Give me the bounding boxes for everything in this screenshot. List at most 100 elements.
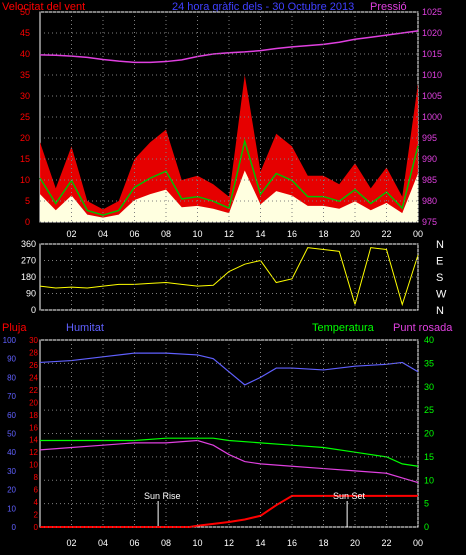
time-tick-label: 20	[350, 538, 360, 548]
humidity-tick-label: 60	[7, 411, 16, 420]
pressure-tick-label: 1020	[422, 28, 442, 38]
wind-lull-area	[40, 170, 418, 222]
time-tick-label: 18	[318, 229, 328, 239]
humidity-tick-label: 40	[7, 448, 16, 457]
wind-tick-label: 35	[20, 70, 30, 80]
time-tick-label: 04	[98, 229, 108, 239]
time-tick-label: 12	[224, 538, 234, 548]
compass-label: N	[436, 305, 444, 317]
time-tick-label: 12	[224, 229, 234, 239]
rain-tick-label: 2	[34, 511, 39, 520]
temperature-label: Temperatura	[312, 322, 375, 334]
time-tick-label: 16	[287, 538, 297, 548]
rain-line	[40, 494, 418, 528]
pressure-tick-label: 1010	[422, 70, 442, 80]
rain-tick-label: 30	[29, 336, 38, 345]
wind-tick-label: 0	[25, 217, 30, 227]
pressure-tick-label: 990	[422, 154, 437, 164]
pressure-tick-label: 1015	[422, 49, 442, 59]
wind-tick-label: 10	[20, 175, 30, 185]
time-tick-label: 22	[381, 229, 391, 239]
time-tick-label: 06	[129, 538, 139, 548]
time-tick-label: 00	[413, 229, 423, 239]
pressure-tick-label: 995	[422, 133, 437, 143]
chart-title: 24 hora gràfic dels - 30 Octubre 2013	[172, 1, 354, 13]
rain-tick-label: 8	[34, 473, 39, 482]
temperature-tick-label: 10	[424, 475, 434, 485]
pressure-tick-label: 1000	[422, 112, 442, 122]
rain-tick-label: 16	[29, 423, 38, 432]
wind-tick-label: 25	[20, 112, 30, 122]
humidity-tick-label: 90	[7, 355, 16, 364]
rain-tick-label: 24	[29, 373, 38, 382]
time-tick-label: 08	[161, 538, 171, 548]
direction-tick-label: 90	[26, 289, 36, 299]
wind-speed-area	[40, 75, 418, 222]
humidity-label: Humitat	[66, 322, 104, 334]
time-tick-label: 06	[129, 229, 139, 239]
humidity-tick-label: 70	[7, 392, 16, 401]
temperature-tick-label: 15	[424, 452, 434, 462]
wind-tick-label: 15	[20, 154, 30, 164]
rain-tick-label: 22	[29, 386, 38, 395]
direction-tick-label: 180	[21, 272, 36, 282]
time-tick-label: 14	[255, 538, 265, 548]
temperature-tick-label: 25	[424, 405, 434, 415]
time-tick-label: 02	[66, 538, 76, 548]
rain-tick-label: 0	[34, 523, 39, 532]
time-tick-label: 20	[350, 229, 360, 239]
compass-label: W	[436, 289, 447, 301]
rain-tick-label: 4	[34, 498, 39, 507]
wind-tick-label: 30	[20, 91, 30, 101]
wind-tick-label: 50	[20, 7, 30, 17]
humidity-tick-label: 50	[7, 430, 16, 439]
humidity-tick-label: 30	[7, 467, 16, 476]
sunrise-label: Sun Rise	[144, 491, 181, 501]
dewpoint-label: Punt rosada	[393, 322, 453, 334]
rain-tick-label: 12	[29, 448, 38, 457]
time-tick-label: 14	[255, 229, 265, 239]
direction-tick-label: 360	[21, 239, 36, 249]
pressure-tick-label: 1005	[422, 91, 442, 101]
temperature-tick-label: 40	[424, 335, 434, 345]
humidity-tick-label: 10	[7, 504, 16, 513]
wind-speed-title: Velocitat del vent	[2, 1, 85, 13]
rain-label: Pluja	[2, 322, 27, 334]
lower-series-layer	[39, 352, 419, 528]
time-tick-label: 16	[287, 229, 297, 239]
pressure-tick-label: 1025	[422, 7, 442, 17]
compass-label: N	[436, 239, 444, 251]
pressure-tick-label: 975	[422, 217, 437, 227]
temperature-tick-label: 0	[424, 522, 429, 532]
rain-tick-label: 26	[29, 361, 38, 370]
time-tick-label: 10	[192, 538, 202, 548]
time-tick-label: 04	[98, 538, 108, 548]
rain-tick-label: 6	[34, 486, 39, 495]
time-tick-label: 08	[161, 229, 171, 239]
time-tick-label: 02	[66, 229, 76, 239]
humidity-line	[39, 352, 419, 386]
rain-tick-label: 10	[29, 461, 38, 470]
wind-tick-label: 40	[20, 49, 30, 59]
rain-tick-label: 14	[29, 436, 38, 445]
wind-tick-label: 5	[25, 196, 30, 206]
time-tick-label: 22	[381, 538, 391, 548]
temperature-tick-label: 30	[424, 382, 434, 392]
time-tick-label: 00	[413, 538, 423, 548]
direction-tick-label: 270	[21, 256, 36, 266]
pressure-tick-label: 985	[422, 175, 437, 185]
pressure-line	[39, 30, 419, 64]
pressure-tick-label: 980	[422, 196, 437, 206]
humidity-tick-label: 80	[7, 373, 16, 382]
wind-tick-label: 20	[20, 133, 30, 143]
humidity-tick-label: 100	[3, 336, 17, 345]
direction-tick-label: 0	[31, 305, 36, 315]
temperature-tick-label: 20	[424, 429, 434, 439]
axes-layer: 02 04 06 08 10 12 14 16 18 20 22 000510152025303540…	[3, 7, 447, 548]
pressure-title: Pressió	[370, 1, 407, 13]
sunset-label: Sun Set	[333, 491, 366, 501]
rain-tick-label: 28	[29, 348, 38, 357]
temperature-tick-label: 35	[424, 358, 434, 368]
humidity-tick-label: 0	[12, 523, 17, 532]
